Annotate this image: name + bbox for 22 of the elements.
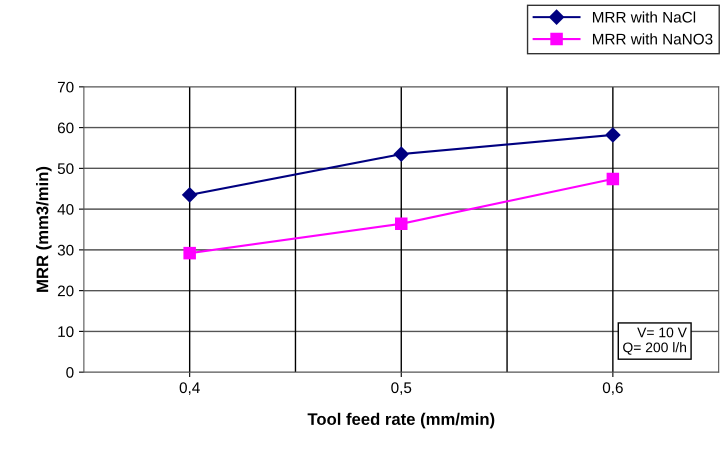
y-tick-label: 60 (58, 122, 74, 134)
y-axis-title: MRR (mm3/min) (36, 166, 52, 292)
point (605, 127, 620, 143)
y-tick-label: 10 (58, 326, 74, 338)
x-tick-label: 0,4 (180, 382, 200, 395)
point (395, 218, 408, 230)
point (183, 246, 196, 260)
legend-label: MRR with NaNO3 (592, 33, 712, 45)
annotation: V= 10 V Q= 200 l/h (623, 327, 687, 355)
x-tick-label: 0,6 (602, 382, 623, 395)
y-tick-label: 20 (58, 286, 74, 296)
y-tick-label: 0 (66, 367, 74, 378)
y-tick-label: 70 (58, 82, 74, 93)
point (182, 187, 198, 202)
y-tick-label: 40 (58, 204, 74, 215)
legend-label: MRR with NaCl (592, 11, 696, 23)
y-tick-label: 30 (58, 244, 74, 256)
x-tick-label: 0,5 (391, 382, 412, 395)
x-axis-title: Tool feed rate (mm/min) (308, 412, 494, 428)
point (394, 146, 409, 162)
y-tick-label: 50 (58, 163, 74, 174)
point (606, 172, 620, 186)
